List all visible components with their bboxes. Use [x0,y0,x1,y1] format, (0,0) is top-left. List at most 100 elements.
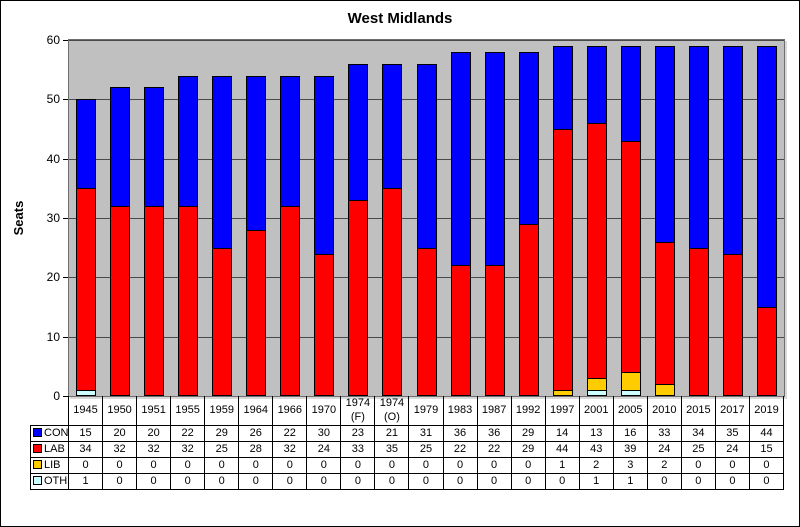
value-cell: 29 [510,425,546,442]
table-row-lib: LIB 0 0 0 0 0 0 0 0 0 0 0 0 0 0 1 2 3 2 0 0 0 [30,457,785,474]
value-cell: 0 [340,457,376,474]
year-cell: 2001 [578,396,614,426]
value-cell: 15 [748,441,785,458]
value-cell: 36 [476,425,512,442]
value-cell: 0 [408,457,444,474]
bar-segment-lib-2005 [621,372,641,391]
value-cell: 0 [374,457,410,474]
value-cell: 29 [204,425,240,442]
value-cell: 0 [680,473,716,490]
data-table: 1945 1950 1951 1955 1959 1964 1966 1970 1974 (F)… [30,396,785,490]
y-axis-tick-mark [63,277,68,278]
legend-swatch-oth [33,475,42,485]
legend-cell-lab: LAB [30,441,69,458]
y-axis-tick-mark [63,99,68,100]
bar-segment-con-1987 [485,52,505,266]
value-cell: 0 [476,457,512,474]
value-cell: 0 [102,473,138,490]
bar-segment-con-1979 [417,64,437,249]
bar-segment-lib-2010 [655,384,675,396]
legend-label: OTH [44,474,68,487]
year-cell: 1964 [238,396,274,426]
bar-segment-lab-1945 [76,188,96,391]
table-row-oth: OTH 1 0 0 0 0 0 0 0 0 0 0 0 0 0 0 1 1 0 0 0 0 [30,473,785,490]
bar-segment-con-1945 [76,99,96,189]
bar-segment-con-1970 [314,76,334,255]
bar-segment-lab-1966 [280,206,300,396]
value-cell: 0 [238,473,274,490]
bar-segment-con-1951 [144,87,164,207]
bar-segment-con-2017 [723,46,743,255]
bar-segment-lab-1959 [212,248,232,396]
bar-segment-lab-2015 [689,248,709,396]
value-cell: 32 [136,441,172,458]
value-cell: 22 [476,441,512,458]
bar-segment-con-1964 [246,76,266,231]
value-cell: 22 [442,441,478,458]
value-cell: 32 [102,441,138,458]
legend-label: CON [44,426,69,439]
year-header-row: 1945 1950 1951 1955 1959 1964 1966 1970 1974 (F)… [31,396,785,426]
y-axis-tick-label: 40 [46,152,60,166]
value-cell: 16 [612,425,648,442]
value-cell: 3 [612,457,648,474]
y-axis-tick-label: 20 [46,270,60,284]
value-cell: 0 [510,473,546,490]
legend-label: LAB [44,442,65,455]
value-cell: 2 [578,457,614,474]
legend-cell-lib: LIB [30,457,69,474]
value-cell: 0 [272,473,308,490]
value-cell: 2 [646,457,682,474]
value-cell: 34 [680,425,716,442]
value-cell: 0 [646,473,682,490]
bar-segment-lab-1979 [417,248,437,396]
bar-segment-lab-1974O [382,188,402,396]
value-cell: 0 [170,473,206,490]
value-cell: 1 [578,473,614,490]
value-cell: 0 [714,473,750,490]
y-axis-title: Seats [11,200,26,236]
value-cell: 0 [136,473,172,490]
year-cell: 2017 [714,396,750,426]
bar-segment-lab-1970 [314,254,334,396]
value-cell: 25 [408,441,444,458]
bar-segment-lab-1951 [144,206,164,396]
legend-swatch-con [33,427,42,437]
y-axis-tick-label: 30 [46,211,60,225]
value-cell: 29 [510,441,546,458]
value-cell: 1 [67,473,104,490]
value-cell: 32 [170,441,206,458]
year-cell: 1983 [442,396,478,426]
bar-segment-lab-1992 [519,224,539,396]
value-cell: 28 [238,441,274,458]
year-cell: 1987 [476,396,512,426]
legend-swatch-lab [33,443,42,453]
value-cell: 34 [67,441,104,458]
value-cell: 0 [170,457,206,474]
bar-segment-con-1974F [348,64,368,201]
bar-segment-lab-1974F [348,200,368,396]
value-cell: 0 [510,457,546,474]
bar-segment-con-1966 [280,76,300,207]
legend-cell-oth: OTH [30,473,69,490]
value-cell: 43 [578,441,614,458]
year-cell: 1966 [272,396,308,426]
value-cell: 0 [748,457,785,474]
table-corner-cell [31,396,69,426]
gridline [69,40,784,41]
bar-segment-lab-2010 [655,242,675,385]
y-axis-tick-label: 0 [53,389,60,403]
legend-cell-con: CON [30,425,69,442]
bar-segment-con-2019 [757,46,777,308]
value-cell: 0 [306,473,342,490]
bar-segment-lab-2001 [587,123,607,379]
value-cell: 14 [544,425,580,442]
chart-title: West Midlands [347,10,453,27]
value-cell: 32 [272,441,308,458]
value-cell: 0 [374,473,410,490]
y-axis-tick-mark [63,159,68,160]
y-axis-tick-label: 10 [46,330,60,344]
bar-segment-con-1974O [382,64,402,189]
value-cell: 0 [680,457,716,474]
